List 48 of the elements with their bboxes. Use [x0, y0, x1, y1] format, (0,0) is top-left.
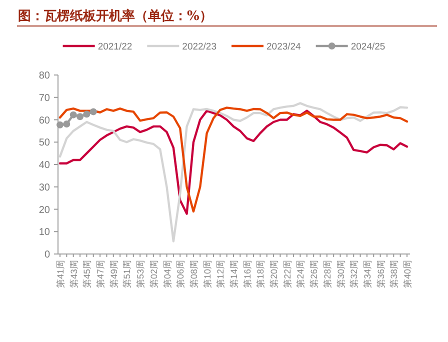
x-tick-label: 第28周: [322, 260, 332, 288]
x-tick-label: 第12周: [216, 260, 226, 288]
x-tick-label: 第34周: [362, 260, 372, 288]
point: [70, 111, 77, 118]
y-tick-label: 30: [38, 182, 50, 194]
x-tick-label: 第02周: [148, 260, 159, 288]
x-tick-label: 第06周: [176, 260, 186, 288]
x-tick-label: 第43周: [68, 260, 79, 288]
x-tick-label: 第47周: [96, 260, 106, 288]
x-tick-label: 第45周: [82, 260, 92, 288]
x-tick-label: 第20周: [269, 260, 280, 288]
y-tick-label: 20: [38, 204, 50, 216]
x-tick-label: 第32周: [349, 260, 360, 288]
y-tick-label: 60: [38, 115, 50, 126]
x-tick-label: 第08周: [188, 260, 199, 288]
y-tick-label: 80: [38, 70, 50, 82]
y-tick-label: 10: [38, 227, 50, 238]
point: [56, 121, 64, 128]
point: [83, 110, 90, 118]
x-tick-label: 第22周: [282, 260, 292, 288]
y-tick-label: 0: [44, 250, 50, 260]
x-tick-label: 第30周: [336, 260, 346, 288]
x-tick-label: 第10周: [202, 260, 212, 288]
x-tick-label: 第51周: [122, 260, 132, 288]
line-series: [58, 102, 408, 242]
x-tick-label: 第38周: [389, 260, 400, 288]
legend-label: 2024/25: [350, 42, 386, 52]
y-tick-label: 70: [38, 92, 50, 104]
y-tick-label: 50: [38, 138, 50, 149]
legend-label: 2022/23: [182, 42, 216, 52]
x-tick-label: 第41周: [56, 260, 66, 288]
x-tick-label: 第53周: [136, 260, 146, 288]
x-tick-label: 第26周: [309, 260, 320, 288]
point: [63, 120, 70, 128]
x-tick-label: 第36周: [376, 260, 386, 288]
x-tick-label: 第40周: [402, 260, 412, 288]
legend-label: 2023/24: [266, 42, 301, 52]
x-tick-label: 第16周: [242, 260, 252, 288]
point: [90, 108, 97, 116]
x-tick-label: 第18周: [256, 260, 266, 288]
x-tick-label: 第24周: [296, 260, 306, 288]
x-tick-label: 第04周: [162, 260, 172, 288]
point: [76, 113, 84, 120]
legend-label: 2021/22: [98, 42, 132, 52]
x-tick-label: 第49周: [108, 260, 119, 288]
chart-title: 图：瓦楞纸板开机率（单位：%）: [18, 8, 212, 24]
y-tick-label: 40: [38, 160, 50, 171]
x-tick-label: 第14周: [229, 260, 239, 288]
